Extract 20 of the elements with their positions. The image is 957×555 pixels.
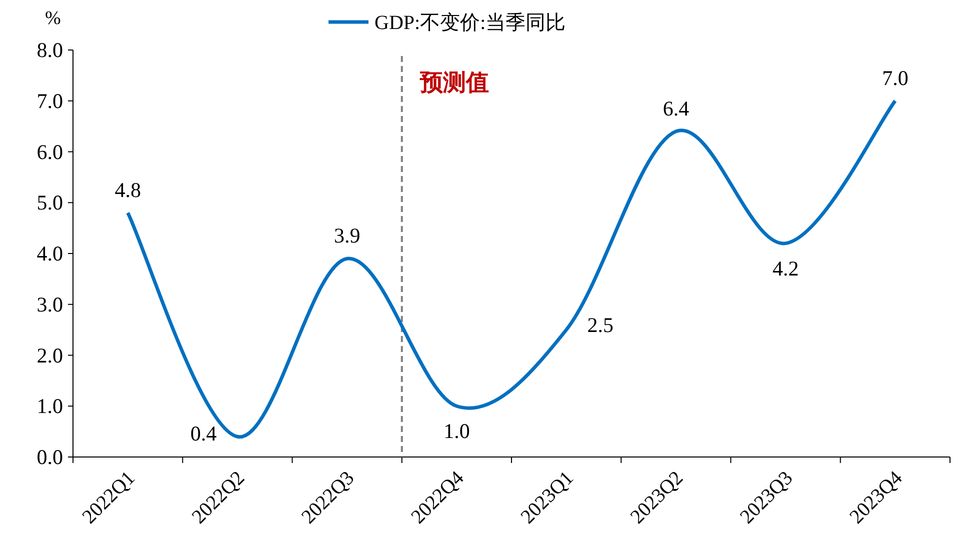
data-label: 4.8 bbox=[114, 178, 141, 202]
y-tick-label: 0.0 bbox=[36, 445, 63, 469]
y-tick-label: 1.0 bbox=[36, 394, 63, 418]
data-label: 4.2 bbox=[772, 256, 799, 280]
annotation: 预测值 bbox=[418, 70, 489, 96]
data-label: 6.4 bbox=[662, 96, 690, 120]
y-tick-label: 6.0 bbox=[36, 140, 63, 164]
data-label: 3.9 bbox=[334, 224, 360, 248]
y-tick-label: 3.0 bbox=[36, 292, 63, 316]
y-tick-label: 5.0 bbox=[36, 190, 63, 215]
y-tick-label: 8.0 bbox=[36, 38, 63, 62]
data-label: 7.0 bbox=[882, 66, 908, 90]
data-label: 1.0 bbox=[444, 419, 470, 444]
y-tick-label: 4.0 bbox=[36, 242, 63, 266]
y-tick-label: 2.0 bbox=[36, 343, 63, 368]
data-label: 0.4 bbox=[190, 422, 218, 446]
legend-label: GDP:不变价:当季同比 bbox=[374, 12, 566, 34]
data-label: 2.5 bbox=[587, 312, 614, 337]
y-tick-label: 7.0 bbox=[36, 88, 63, 113]
y-axis-title: % bbox=[45, 8, 61, 29]
